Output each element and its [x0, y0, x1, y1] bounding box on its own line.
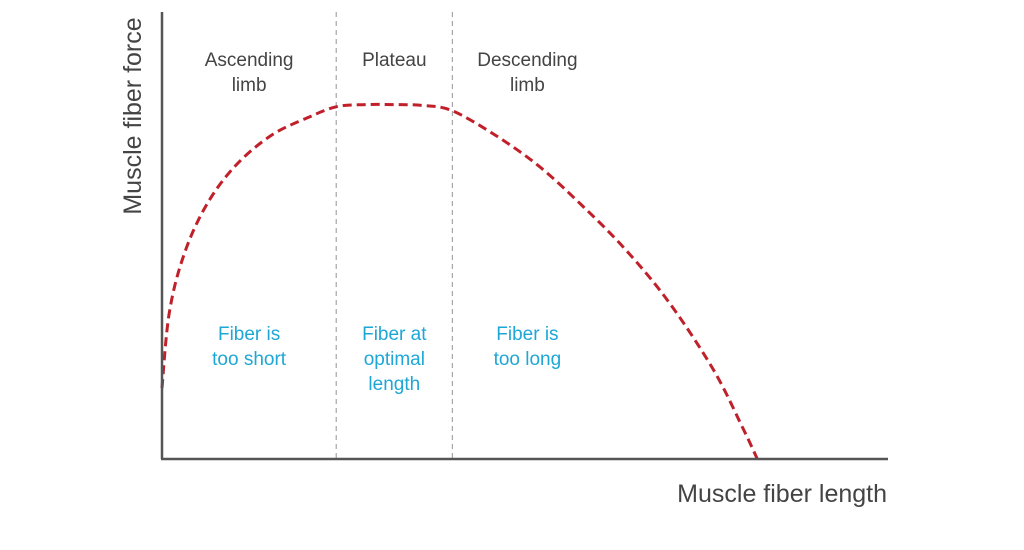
force-length-curve	[160, 102, 759, 460]
region-description-line: Fiber is	[218, 324, 280, 345]
x-axis-title: Muscle fiber length	[677, 480, 887, 508]
region-title-line: Ascending	[205, 50, 294, 71]
y-axis-title: Muscle fiber force	[119, 17, 147, 214]
region-title-line: limb	[232, 75, 267, 96]
region-description-line: too short	[212, 349, 287, 370]
region-description-line: Fiber is	[496, 324, 558, 345]
curve-layer	[160, 102, 759, 460]
region-title-line: Descending	[477, 50, 577, 71]
region-labels: Ascending limb Fiber is too short Plateau Fib…	[205, 50, 578, 395]
region-description-line: length	[368, 374, 420, 395]
region-description-line: too long	[494, 349, 562, 370]
region-title-line: limb	[510, 75, 545, 96]
region-description-line: optimal	[364, 349, 425, 370]
region-title-line: Plateau	[362, 50, 426, 71]
region-description-line: Fiber at	[362, 324, 427, 345]
region-dividers	[335, 12, 453, 459]
